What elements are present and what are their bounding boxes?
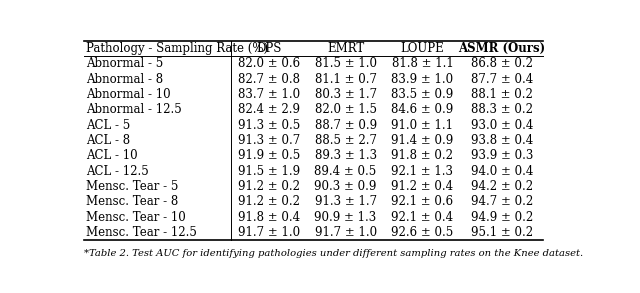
Text: 91.3 ± 0.7: 91.3 ± 0.7 <box>237 134 300 147</box>
Text: Abnormal - 5: Abnormal - 5 <box>86 57 164 70</box>
Text: Pathology - Sampling Rate (%): Pathology - Sampling Rate (%) <box>86 42 269 55</box>
Text: 92.1 ± 0.4: 92.1 ± 0.4 <box>392 211 454 224</box>
Text: 86.8 ± 0.2: 86.8 ± 0.2 <box>471 57 533 70</box>
Text: 88.7 ± 0.9: 88.7 ± 0.9 <box>314 119 377 132</box>
Text: 89.4 ± 0.5: 89.4 ± 0.5 <box>314 165 377 178</box>
Text: 91.2 ± 0.2: 91.2 ± 0.2 <box>237 195 300 208</box>
Text: 87.7 ± 0.4: 87.7 ± 0.4 <box>471 73 533 86</box>
Text: ACL - 8: ACL - 8 <box>86 134 131 147</box>
Text: Mensc. Tear - 8: Mensc. Tear - 8 <box>86 195 179 208</box>
Text: *Table 2. Test AUC for identifying pathologies under different sampling rates on: *Table 2. Test AUC for identifying patho… <box>84 249 583 258</box>
Text: 91.8 ± 0.4: 91.8 ± 0.4 <box>237 211 300 224</box>
Text: 94.2 ± 0.2: 94.2 ± 0.2 <box>471 180 533 193</box>
Text: 93.9 ± 0.3: 93.9 ± 0.3 <box>470 149 533 162</box>
Text: 88.3 ± 0.2: 88.3 ± 0.2 <box>471 103 533 116</box>
Text: 91.7 ± 1.0: 91.7 ± 1.0 <box>237 226 300 239</box>
Text: 82.0 ± 0.6: 82.0 ± 0.6 <box>237 57 300 70</box>
Text: 89.3 ± 1.3: 89.3 ± 1.3 <box>314 149 377 162</box>
Text: 90.9 ± 1.3: 90.9 ± 1.3 <box>314 211 377 224</box>
Text: 82.0 ± 1.5: 82.0 ± 1.5 <box>315 103 376 116</box>
Text: Abnormal - 8: Abnormal - 8 <box>86 73 164 86</box>
Text: Mensc. Tear - 5: Mensc. Tear - 5 <box>86 180 179 193</box>
Text: 93.8 ± 0.4: 93.8 ± 0.4 <box>471 134 533 147</box>
Text: 91.9 ± 0.5: 91.9 ± 0.5 <box>237 149 300 162</box>
Text: Abnormal - 10: Abnormal - 10 <box>86 88 171 101</box>
Text: DPS: DPS <box>256 42 282 55</box>
Text: 81.8 ± 1.1: 81.8 ± 1.1 <box>392 57 453 70</box>
Text: 95.1 ± 0.2: 95.1 ± 0.2 <box>471 226 533 239</box>
Text: 88.1 ± 0.2: 88.1 ± 0.2 <box>471 88 532 101</box>
Text: 90.3 ± 0.9: 90.3 ± 0.9 <box>314 180 377 193</box>
Text: 94.0 ± 0.4: 94.0 ± 0.4 <box>470 165 533 178</box>
Text: 91.4 ± 0.9: 91.4 ± 0.9 <box>392 134 454 147</box>
Text: 92.1 ± 0.6: 92.1 ± 0.6 <box>392 195 454 208</box>
Text: ACL - 12.5: ACL - 12.5 <box>86 165 149 178</box>
Text: LOUPE: LOUPE <box>401 42 444 55</box>
Text: 83.9 ± 1.0: 83.9 ± 1.0 <box>392 73 454 86</box>
Text: 91.5 ± 1.9: 91.5 ± 1.9 <box>237 165 300 178</box>
Text: 81.1 ± 0.7: 81.1 ± 0.7 <box>315 73 376 86</box>
Text: ASMR (Ours): ASMR (Ours) <box>458 42 545 55</box>
Text: ACL - 5: ACL - 5 <box>86 119 131 132</box>
Text: 88.5 ± 2.7: 88.5 ± 2.7 <box>315 134 376 147</box>
Text: Mensc. Tear - 12.5: Mensc. Tear - 12.5 <box>86 226 197 239</box>
Text: 92.6 ± 0.5: 92.6 ± 0.5 <box>392 226 454 239</box>
Text: 83.5 ± 0.9: 83.5 ± 0.9 <box>392 88 454 101</box>
Text: 91.3 ± 1.7: 91.3 ± 1.7 <box>314 195 377 208</box>
Text: 94.7 ± 0.2: 94.7 ± 0.2 <box>471 195 533 208</box>
Text: 92.1 ± 1.3: 92.1 ± 1.3 <box>392 165 454 178</box>
Text: 80.3 ± 1.7: 80.3 ± 1.7 <box>314 88 377 101</box>
Text: 91.2 ± 0.2: 91.2 ± 0.2 <box>237 180 300 193</box>
Text: 82.4 ± 2.9: 82.4 ± 2.9 <box>237 103 300 116</box>
Text: 81.5 ± 1.0: 81.5 ± 1.0 <box>315 57 376 70</box>
Text: 83.7 ± 1.0: 83.7 ± 1.0 <box>237 88 300 101</box>
Text: 91.0 ± 1.1: 91.0 ± 1.1 <box>392 119 454 132</box>
Text: 84.6 ± 0.9: 84.6 ± 0.9 <box>392 103 454 116</box>
Text: ACL - 10: ACL - 10 <box>86 149 138 162</box>
Text: 91.7 ± 1.0: 91.7 ± 1.0 <box>314 226 377 239</box>
Text: 82.7 ± 0.8: 82.7 ± 0.8 <box>237 73 300 86</box>
Text: 91.8 ± 0.2: 91.8 ± 0.2 <box>392 149 454 162</box>
Text: 94.9 ± 0.2: 94.9 ± 0.2 <box>471 211 533 224</box>
Text: Mensc. Tear - 10: Mensc. Tear - 10 <box>86 211 186 224</box>
Text: 91.2 ± 0.4: 91.2 ± 0.4 <box>392 180 454 193</box>
Text: Abnormal - 12.5: Abnormal - 12.5 <box>86 103 182 116</box>
Text: 93.0 ± 0.4: 93.0 ± 0.4 <box>470 119 533 132</box>
Text: EMRT: EMRT <box>327 42 364 55</box>
Text: 91.3 ± 0.5: 91.3 ± 0.5 <box>237 119 300 132</box>
